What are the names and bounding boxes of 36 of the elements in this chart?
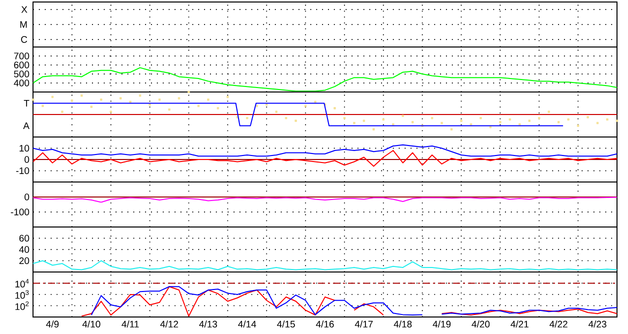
y-tick-label: 400 — [14, 80, 30, 86]
y-tick-label: 0 — [24, 156, 30, 163]
y-tick-label: 40 — [19, 246, 30, 253]
x-tick-label: 4/10 — [82, 320, 100, 328]
y-tick-label: 600 — [14, 62, 30, 68]
x-tick-label: 4/20 — [472, 320, 490, 328]
x-tick-label: 4/17 — [354, 320, 373, 328]
y-tick-label: 10$^{3}$ — [15, 290, 29, 299]
x-tick-label: 4/13 — [199, 320, 218, 328]
y-tick-label: 500 — [14, 70, 30, 78]
x-tick-label: 4/14 — [238, 320, 256, 328]
y-tick-label: 700 — [14, 52, 30, 60]
x-tick-label: 4/22 — [550, 320, 568, 328]
y-tick-label: 10$^{2}$ — [15, 301, 29, 310]
y-tick-label: 10$^{4}$ — [15, 278, 29, 288]
x-tick-label: 4/21 — [510, 320, 528, 328]
line-series — [33, 260, 617, 270]
text: X — [21, 6, 28, 13]
y-tick-label: -10 — [16, 167, 30, 174]
y-tick-label: -100 — [10, 208, 30, 216]
y-tick-label: 10 — [20, 144, 30, 152]
x-tick-label: 4/11 — [122, 320, 139, 328]
x-tick-label: 4/16 — [316, 320, 334, 328]
x-tick-label: 4/23 — [588, 320, 606, 328]
x-tick-label: 4/19 — [432, 320, 451, 328]
x-tick-label: 4/9 — [46, 320, 59, 328]
x-tick-label: 4/18 — [394, 320, 412, 328]
text: M — [20, 21, 27, 28]
y-tick-label: 0 — [24, 194, 30, 200]
x-tick-label: 4/12 — [160, 320, 178, 328]
y-tick-label: 60 — [19, 234, 30, 242]
text: C — [21, 36, 28, 43]
x-tick-label: 4/15 — [277, 320, 295, 328]
text: T — [24, 100, 30, 107]
text: A — [23, 122, 30, 130]
y-tick-label: 20 — [19, 257, 30, 264]
